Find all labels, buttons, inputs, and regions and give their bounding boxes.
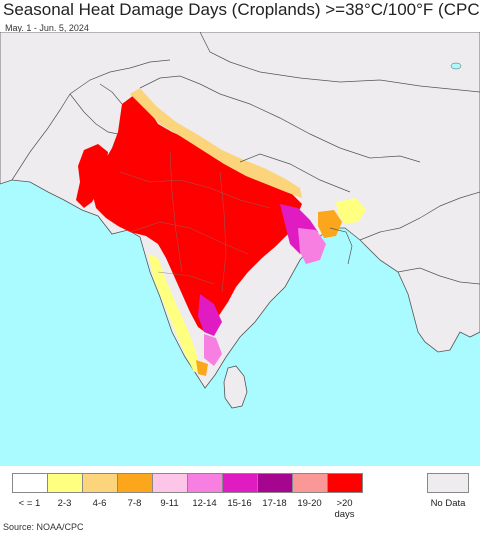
heat-south-magenta xyxy=(198,294,222,336)
country-borders xyxy=(11,32,480,285)
legend-label: 2-3 xyxy=(57,498,72,509)
heat-core-red xyxy=(92,92,302,332)
legend-label: 9-11 xyxy=(160,498,179,509)
legend-swatch xyxy=(292,473,328,493)
legend-swatch xyxy=(117,473,153,493)
legend-swatch xyxy=(152,473,188,493)
legend-swatch xyxy=(187,473,223,493)
legend-swatch xyxy=(327,473,363,493)
legend-label: >20 days xyxy=(334,498,355,520)
heat-west-coast-yellow xyxy=(148,254,200,372)
legend: < = 1 2-3 4-6 7-8 9-11 12-14 15-16 17-18… xyxy=(12,473,472,520)
legend-swatch-no-data xyxy=(427,473,469,493)
legend-labels: < = 1 2-3 4-6 7-8 9-11 12-14 15-16 17-18… xyxy=(12,498,362,520)
heat-pakistan-red xyxy=(76,144,108,208)
heat-east-orange xyxy=(318,210,342,238)
legend-swatch xyxy=(82,473,118,493)
legend-swatch xyxy=(257,473,293,493)
legend-label: 12-14 xyxy=(192,498,217,509)
legend-swatch xyxy=(222,473,258,493)
legend-label: 15-16 xyxy=(227,498,252,509)
legend-label: 19-20 xyxy=(297,498,322,509)
lake xyxy=(450,62,462,70)
legend-swatch xyxy=(47,473,83,493)
legend-label: 17-18 xyxy=(262,498,287,509)
heat-north-fringe xyxy=(130,88,302,198)
legend-label: 7-8 xyxy=(127,498,142,509)
heat-south-orange xyxy=(196,360,208,376)
heat-damage-map xyxy=(0,32,480,466)
heat-south-pink xyxy=(204,334,222,366)
legend-label-no-data: No Data xyxy=(430,498,466,509)
heat-east-pink xyxy=(298,228,326,264)
date-range: May. 1 - Jun. 5, 2024 xyxy=(5,23,89,33)
heat-east-yellow xyxy=(336,198,366,224)
state-borders xyxy=(119,151,271,293)
map-title: Seasonal Heat Damage Days (Croplands) >=… xyxy=(3,0,480,19)
legend-swatches xyxy=(12,473,363,493)
legend-label: < = 1 xyxy=(18,498,41,509)
legend-swatch xyxy=(12,473,48,493)
source-credit: Source: NOAA/CPC xyxy=(3,522,84,532)
legend-label: 4-6 xyxy=(92,498,107,509)
sri-lanka xyxy=(223,365,248,409)
